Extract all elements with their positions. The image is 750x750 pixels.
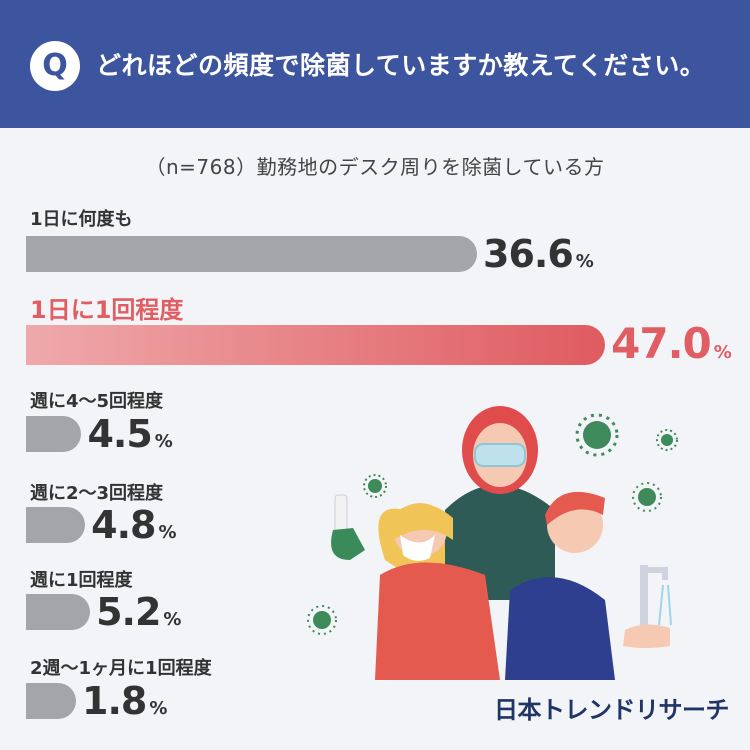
category-label: 週に2～3回程度 — [30, 483, 164, 504]
category-label: 2週～1ヶ月に1回程度 — [30, 658, 212, 679]
bar — [26, 416, 82, 452]
data-label: 4.5% — [87, 412, 172, 456]
data-label-unit: % — [713, 342, 732, 363]
data-label-value: 4.8 — [91, 503, 156, 547]
woman-with-spray-figure — [331, 494, 500, 680]
data-label-value: 4.5 — [87, 412, 152, 456]
data-label-value: 36.6 — [483, 232, 574, 276]
virus-icon — [307, 605, 337, 635]
data-label-unit: % — [154, 431, 173, 452]
bar — [26, 325, 606, 365]
chart-subtitle: （n=768）勤務地のデスク周りを除菌している方 — [145, 155, 605, 179]
data-label-value: 47.0 — [611, 319, 712, 368]
category-label: 1日に1回程度 — [30, 296, 184, 324]
data-label: 47.0% — [611, 319, 732, 368]
data-label-unit: % — [575, 251, 594, 272]
virus-icon — [363, 474, 387, 498]
bar — [26, 507, 86, 543]
data-label-unit: % — [158, 522, 177, 543]
data-label-value: 5.2 — [96, 590, 161, 634]
question-header: Q どれほどの頻度で除菌していますか教えてください。 — [0, 0, 750, 128]
brand-logo: 日本トレンドリサーチ — [494, 696, 730, 724]
man-washing-hands-figure — [505, 491, 672, 680]
data-label-value: 1.8 — [82, 679, 147, 723]
data-label: 36.6% — [483, 232, 594, 276]
data-label: 5.2% — [96, 590, 181, 634]
category-label: 週に1回程度 — [30, 570, 133, 591]
bar — [26, 594, 91, 630]
data-label-unit: % — [163, 609, 182, 630]
woman-with-mask-figure — [445, 406, 555, 600]
category-label: 週に4～5回程度 — [30, 391, 164, 412]
hygiene-illustration — [307, 406, 678, 680]
data-label-unit: % — [149, 698, 168, 719]
q-badge: Q — [30, 41, 80, 91]
bar — [26, 683, 76, 719]
question-text: どれほどの頻度で除菌していますか教えてください。 — [96, 51, 706, 80]
data-label: 4.8% — [91, 503, 176, 547]
category-label: 1日に何度も — [30, 209, 133, 230]
virus-icon — [656, 429, 678, 451]
virus-icon — [632, 482, 662, 512]
virus-icon — [575, 413, 619, 457]
data-label: 1.8% — [82, 679, 167, 723]
bar — [26, 236, 477, 272]
